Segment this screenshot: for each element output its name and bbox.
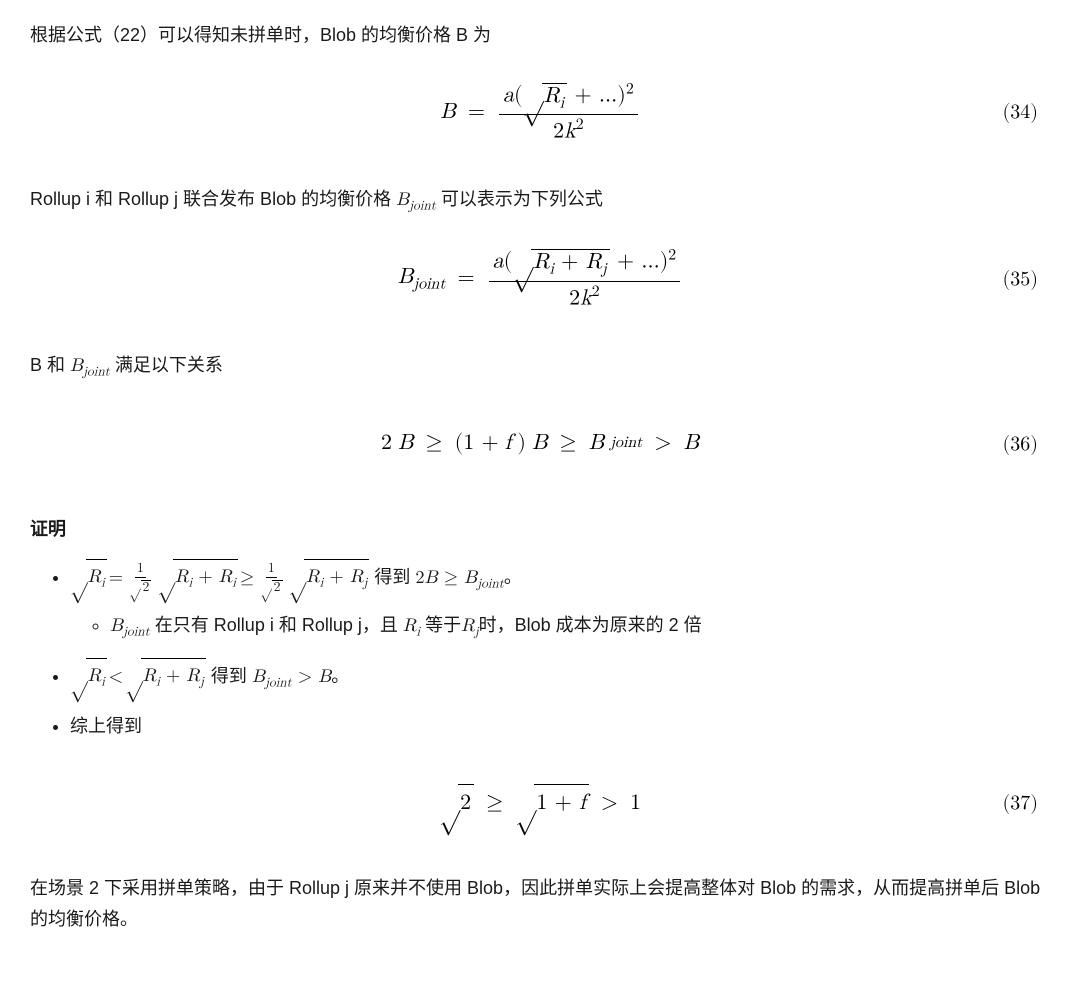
- eq35-equals: =: [457, 260, 474, 297]
- equation-34-number: (34): [1002, 95, 1038, 129]
- proof-subitem-1: Bjoint 在只有 Rollup i 和 Rollup j，且 Ri 等于Rj…: [110, 608, 1050, 645]
- equation-37-row: √2 ≥ √1 + f > 1 (37): [30, 773, 1050, 833]
- equation-37-number: (37): [1002, 786, 1038, 820]
- eq35-lhs: Bjoint: [398, 259, 446, 298]
- text-pre: Rollup i 和 Rollup j 联合发布 Blob 的均衡价格: [30, 189, 396, 209]
- proof-sublist-1: Bjoint 在只有 Rollup i 和 Rollup j，且 Ri 等于Rj…: [70, 608, 1050, 645]
- equation-34-row: B = a(√Ri + ...)2 2k2 (34): [30, 81, 1050, 144]
- equation-37: √2 ≥ √1 + f > 1: [439, 782, 641, 825]
- eq34-equals: =: [468, 94, 485, 131]
- paragraph-intro-eq35: Rollup i 和 Rollup j 联合发布 Blob 的均衡价格 Bjoi…: [30, 184, 1050, 217]
- paragraph-intro-eq36: B 和 Bjoint 满足以下关系: [30, 350, 1050, 383]
- equation-35-row: Bjoint = a(√Ri + Rj + ...)2 2k2 (35): [30, 247, 1050, 310]
- equation-35: Bjoint = a(√Ri + Rj + ...)2 2k2: [398, 247, 682, 310]
- text-post: 可以表示为下列公式: [436, 189, 603, 209]
- proof-item-2-math: √Ri < √Ri + Rj: [70, 657, 206, 697]
- eq34-lhs: B: [440, 94, 456, 131]
- eq35-denominator: 2k2: [565, 282, 604, 311]
- eq34-denominator: 2k2: [549, 115, 588, 144]
- paragraph-conclusion: 在场景 2 下采用拼单策略，由于 Rollup j 原来并不使用 Blob，因此…: [30, 873, 1050, 934]
- proof-item-1: √Ri = 1√2 √Ri + Ri ≥ 1√2 √Ri + Rj 得到 2B …: [70, 558, 1050, 645]
- equation-36: 2B ≥ (1 + f)B ≥ Bjoint > B: [381, 425, 699, 462]
- eq34-fraction: a(√Ri + ...)2 2k2: [499, 81, 638, 144]
- equation-35-number: (35): [1002, 262, 1038, 296]
- eq35-fraction: a(√Ri + Rj + ...)2 2k2: [489, 247, 681, 310]
- proof-heading: 证明: [30, 514, 1050, 545]
- equation-34: B = a(√Ri + ...)2 2k2: [440, 81, 640, 144]
- text-pre: B 和: [30, 355, 70, 375]
- equation-36-number: (36): [1002, 427, 1038, 461]
- text-post: 满足以下关系: [110, 355, 223, 375]
- text: 根据公式（22）可以得知未拼单时，Blob 的均衡价格 B 为: [30, 25, 491, 45]
- eq34-numerator: a(√Ri + ...)2: [499, 81, 638, 116]
- proof-item-2: √Ri < √Ri + Rj 得到 Bjoint > B。: [70, 657, 1050, 697]
- eq35-numerator: a(√Ri + Rj + ...)2: [489, 247, 681, 282]
- paragraph-intro-eq34: 根据公式（22）可以得知未拼单时，Blob 的均衡价格 B 为: [30, 20, 1050, 51]
- proof-item-1-math: √Ri = 1√2 √Ri + Ri ≥ 1√2 √Ri + Rj: [70, 558, 369, 598]
- proof-item-3: 综上得到: [70, 709, 1050, 743]
- equation-36-row: 2B ≥ (1 + f)B ≥ Bjoint > B (36): [30, 414, 1050, 474]
- proof-list: √Ri = 1√2 √Ri + Ri ≥ 1√2 √Ri + Rj 得到 2B …: [30, 558, 1050, 743]
